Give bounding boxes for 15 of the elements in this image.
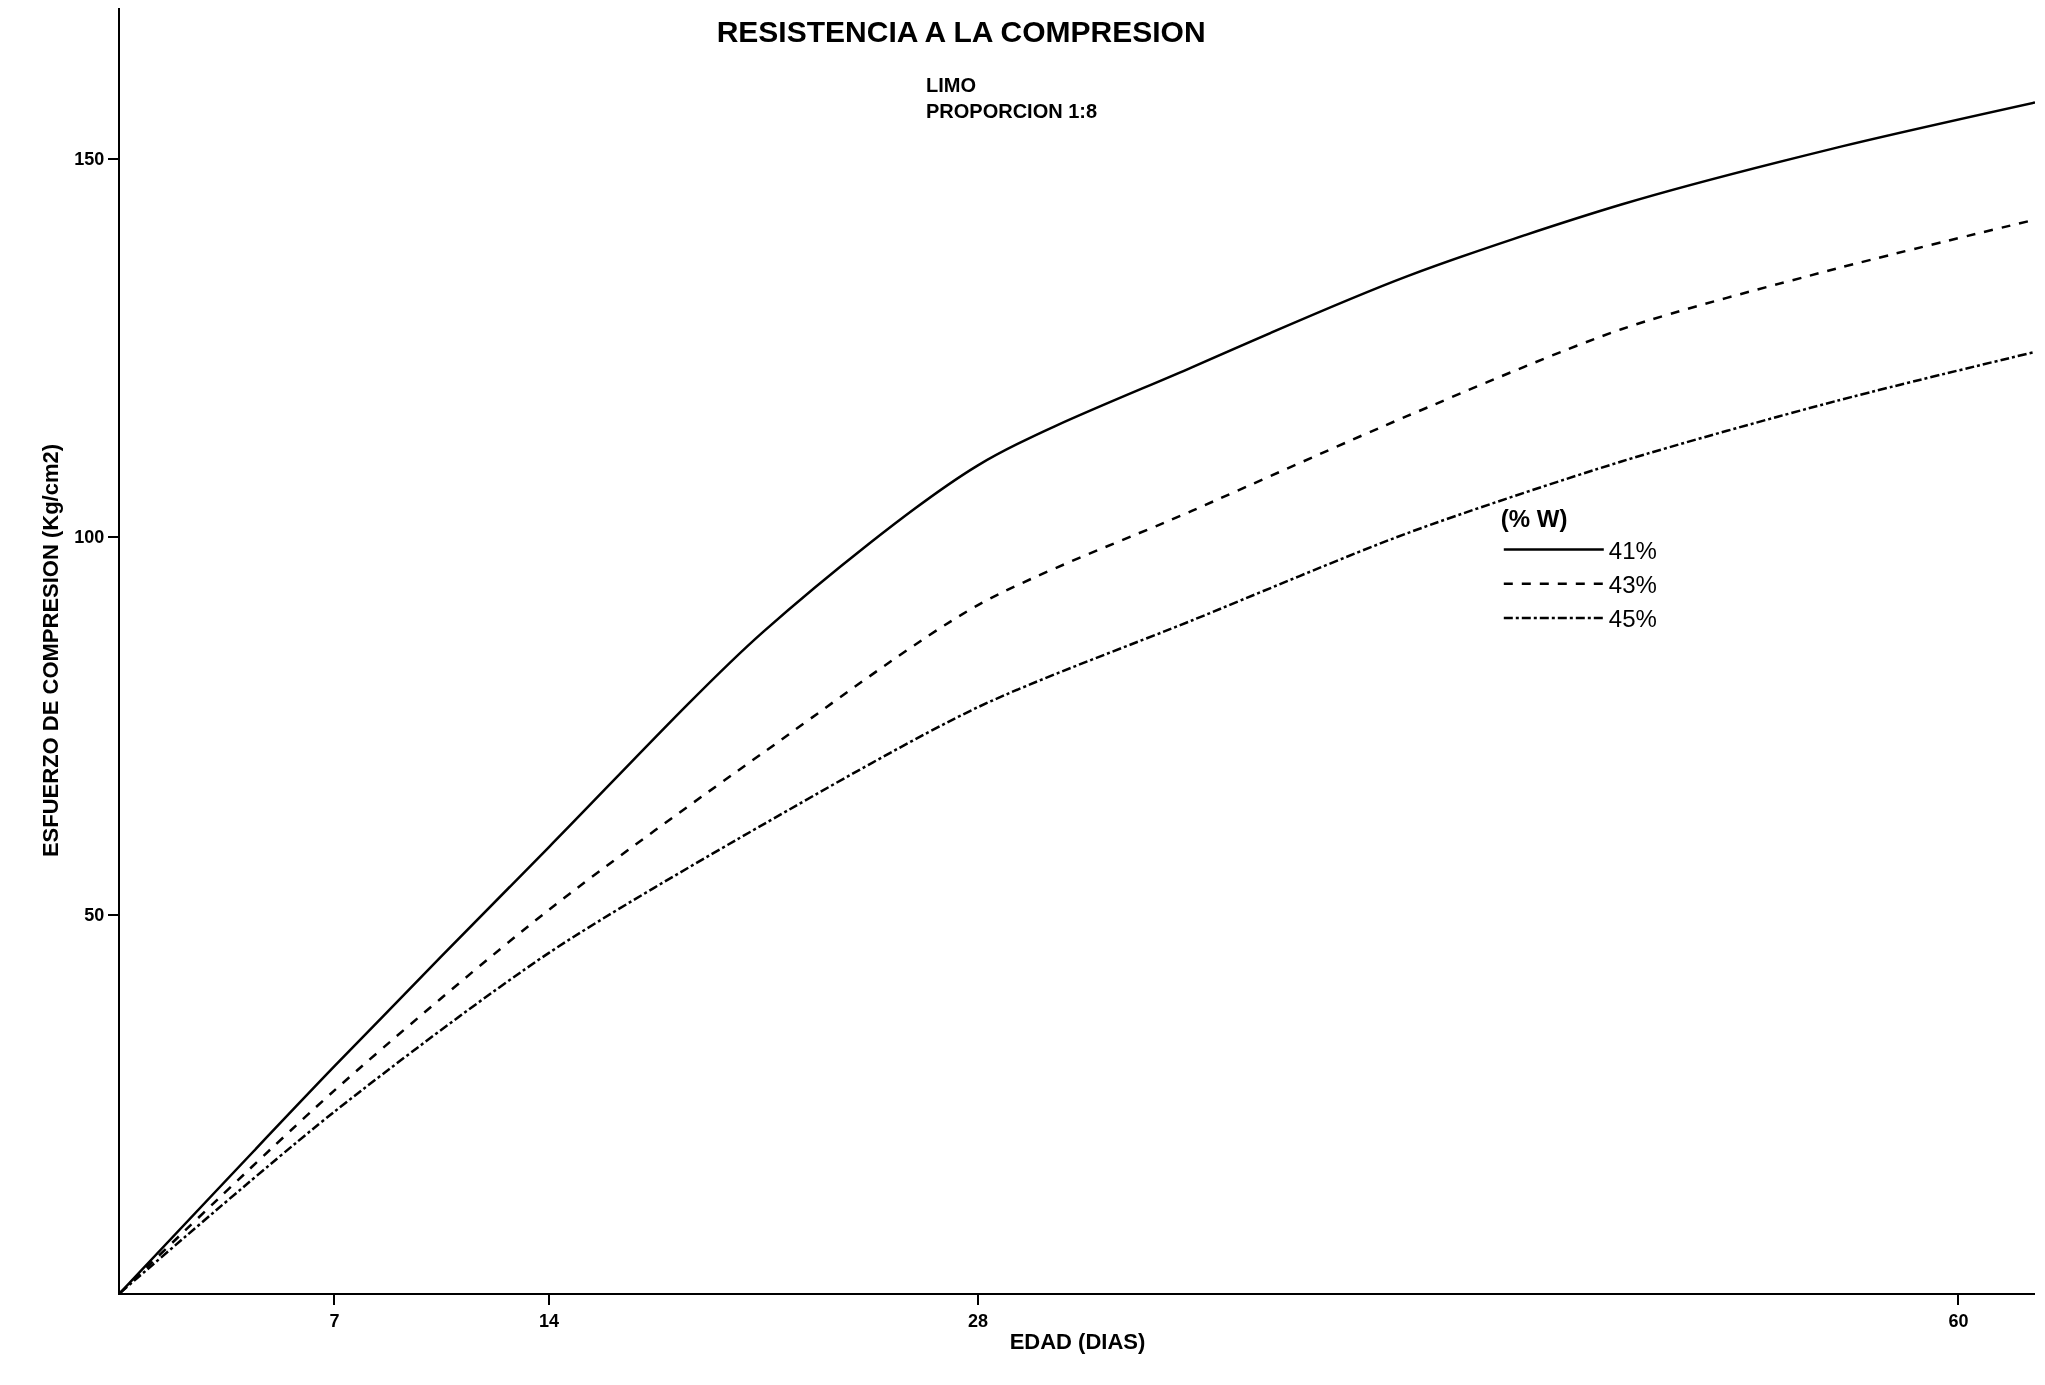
legend-title: (% W) [1500, 505, 1568, 533]
y-tick-label: 150 [74, 149, 105, 170]
legend-label: 41% [1608, 536, 1657, 564]
x-tick-label: 60 [1948, 1310, 1969, 1331]
x-tick-label: 14 [538, 1310, 559, 1331]
text: LIMO PROPORCION 1:8 [926, 74, 1098, 122]
x-tick-label: 7 [329, 1310, 340, 1331]
legend-label: 43% [1608, 571, 1657, 599]
y-axis-title: ESFUERZO DE COMPRESION (Kg/cm2) [37, 443, 63, 858]
legend-label: 45% [1608, 605, 1657, 633]
chart-title: RESISTENCIA A LA COMPRESION [716, 14, 1206, 48]
y-tick-label: 50 [84, 905, 105, 926]
y-tick-label: 100 [74, 527, 105, 548]
x-tick-label: 28 [967, 1310, 988, 1331]
x-axis-title: EDAD (DIAS) [1009, 1329, 1146, 1354]
